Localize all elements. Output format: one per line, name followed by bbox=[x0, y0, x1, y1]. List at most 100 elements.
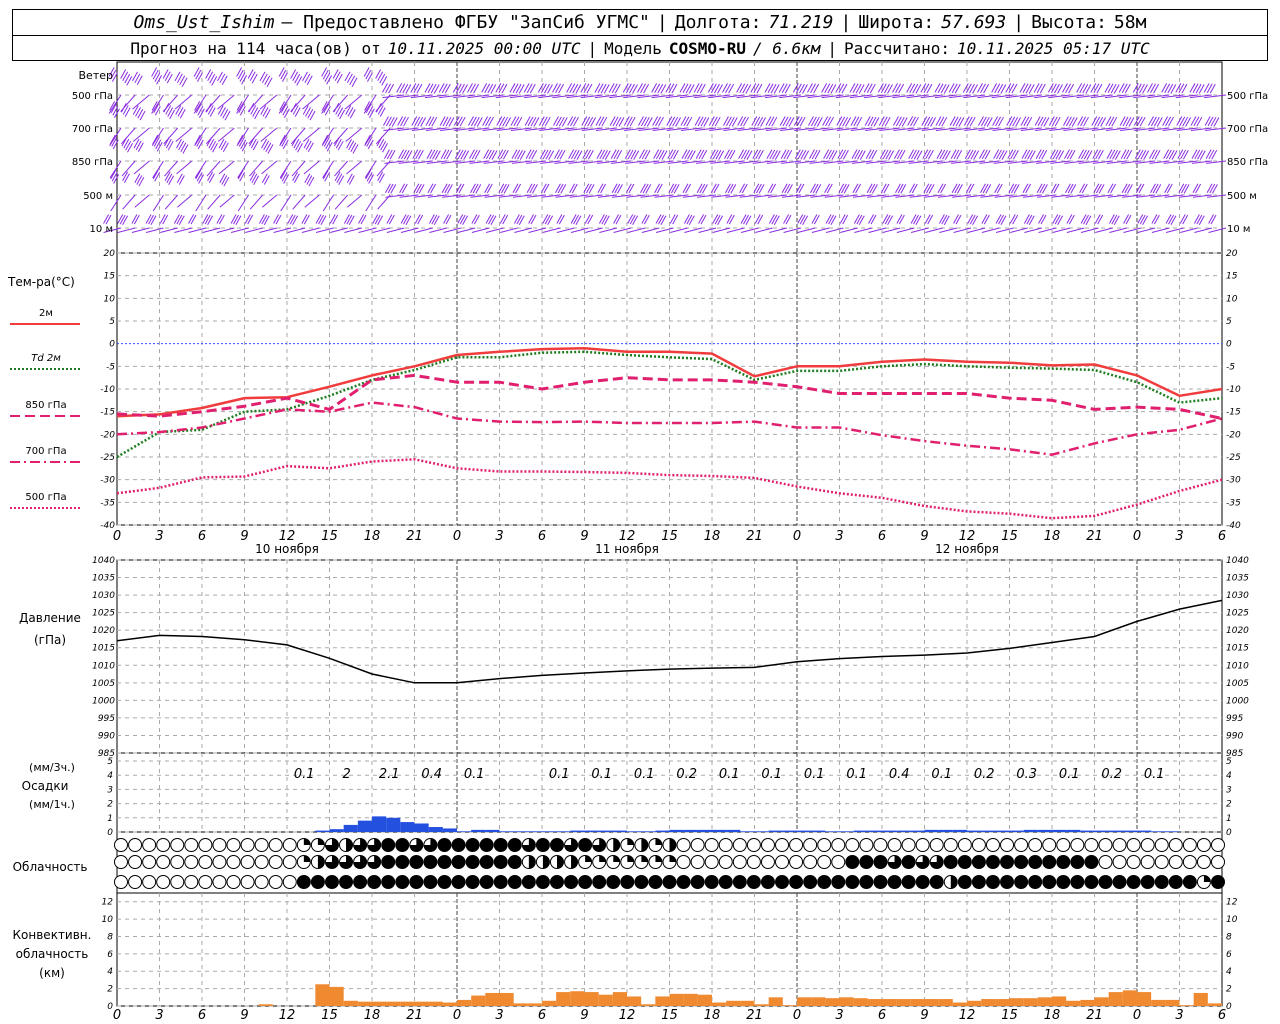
wind-barb-flag bbox=[717, 84, 723, 94]
wind-barb-flag bbox=[935, 116, 942, 126]
wind-barb bbox=[1148, 127, 1170, 132]
wind-barb-flag bbox=[280, 169, 287, 180]
wind-barb-flag bbox=[303, 214, 310, 225]
wind-barb bbox=[471, 227, 490, 233]
wind-barb-flag bbox=[306, 175, 313, 185]
wind-barb-flag bbox=[1024, 149, 1031, 160]
cloud-symbol-fill bbox=[1203, 875, 1211, 882]
wind-barb-flag bbox=[1008, 83, 1015, 93]
wind-barb-flag bbox=[842, 214, 849, 225]
wind-barb-flag bbox=[347, 107, 354, 117]
wind-barb bbox=[482, 127, 504, 132]
wind-barb-flag bbox=[724, 149, 730, 159]
cloud-symbol bbox=[1112, 838, 1127, 852]
wind-barb-flag bbox=[660, 84, 667, 94]
wind-barb-flag bbox=[412, 149, 419, 159]
wind-barb-flag bbox=[1022, 183, 1029, 193]
wind-barb bbox=[994, 194, 1014, 198]
wind-barb-flag bbox=[736, 83, 743, 93]
wind-barb bbox=[723, 127, 745, 132]
wind-barb-flag bbox=[198, 108, 205, 118]
cloud-symbol-fill bbox=[950, 875, 958, 889]
wind-barb-flag bbox=[454, 149, 461, 159]
cloud-symbol bbox=[1042, 838, 1057, 852]
precip-bar bbox=[754, 831, 769, 832]
cloud-symbol bbox=[1140, 875, 1155, 889]
time-tick-label-bottom: 18 bbox=[1044, 1008, 1061, 1023]
wind-barb bbox=[176, 160, 193, 175]
wind-barb-flag bbox=[575, 215, 582, 226]
wind-barb-flag bbox=[132, 105, 139, 115]
precip-bar bbox=[1009, 830, 1024, 832]
marks-layer bbox=[10, 323, 1225, 1006]
wind-barb bbox=[825, 227, 844, 233]
wind-barb-flag bbox=[783, 214, 789, 224]
wind-barb-flag bbox=[1094, 116, 1101, 127]
wind-barb-flag bbox=[164, 136, 170, 147]
wind-barb-flag bbox=[725, 183, 731, 193]
wind-barb bbox=[304, 194, 320, 208]
cloud-symbol-fill bbox=[627, 838, 634, 845]
time-tick-label-bottom: 15 bbox=[661, 1008, 678, 1023]
conv-bar bbox=[811, 997, 826, 1006]
wind-barb-flag bbox=[718, 150, 725, 160]
wind-barb bbox=[697, 194, 717, 198]
wind-barb-flag bbox=[1170, 215, 1177, 226]
wind-barb-flag bbox=[1123, 149, 1130, 160]
wind-barb-flag bbox=[195, 69, 202, 80]
temp-y-tick: 15 bbox=[104, 272, 116, 282]
cloud-symbol bbox=[1182, 875, 1197, 889]
cloud-symbol bbox=[549, 875, 564, 889]
wind-barb-flag bbox=[528, 214, 534, 224]
time-tick-label-bottom: 21 bbox=[746, 1008, 763, 1023]
wind-barb-flag bbox=[348, 175, 355, 185]
wind-barb-flag bbox=[968, 183, 975, 194]
wind-barb-flag bbox=[1112, 150, 1118, 160]
cloud-symbol bbox=[929, 838, 944, 852]
wind-barb-flag bbox=[222, 142, 229, 152]
wind-barb-flag bbox=[866, 83, 873, 93]
wind-barb bbox=[1122, 194, 1142, 198]
wind-barb bbox=[1119, 94, 1142, 99]
cloud-symbol bbox=[803, 855, 818, 869]
time-tick-label-bottom: 15 bbox=[321, 1008, 338, 1023]
wind-barb-flag bbox=[668, 183, 675, 193]
cloud-symbol bbox=[212, 838, 227, 852]
precip-bar bbox=[924, 829, 939, 832]
time-tick-label: 3 bbox=[495, 529, 503, 544]
cloud-symbol bbox=[957, 875, 972, 889]
wind-barb-flag bbox=[1166, 183, 1173, 194]
wind-barb-flag bbox=[283, 174, 290, 184]
wind-barb-flag bbox=[599, 149, 606, 160]
wind-barb-flag bbox=[568, 149, 575, 159]
wind-barb bbox=[1035, 127, 1057, 132]
wind-barb-flag bbox=[438, 83, 445, 93]
wind-barb-flag bbox=[1009, 214, 1016, 224]
cloud-symbol bbox=[339, 875, 354, 889]
wind-barb-flag bbox=[388, 83, 395, 94]
wind-barb-flag bbox=[1150, 183, 1156, 193]
wind-barb-flag bbox=[151, 67, 158, 77]
wind-barb-flag bbox=[683, 116, 690, 127]
wind-barb-flag bbox=[124, 73, 131, 84]
time-tick-label-bottom: 12 bbox=[619, 1008, 636, 1023]
wind-barb-flag bbox=[406, 150, 413, 160]
cloud-symbol bbox=[1168, 855, 1183, 869]
wind-level-label: 500 м bbox=[83, 191, 113, 202]
wind-barb-flag bbox=[855, 83, 862, 94]
wind-barb-flag bbox=[655, 214, 662, 224]
wind-barb-flag bbox=[111, 172, 118, 182]
wind-barb-flag bbox=[159, 214, 166, 224]
wind-barb-flag bbox=[307, 142, 314, 152]
wind-barb-flag bbox=[126, 76, 133, 86]
wind-barb bbox=[315, 227, 334, 233]
wind-barb-flag bbox=[1139, 83, 1145, 94]
wind-barb-flag bbox=[524, 116, 531, 126]
wind-barb-flag bbox=[542, 214, 549, 224]
wind-barb-flag bbox=[641, 149, 648, 160]
cloud-symbol bbox=[662, 875, 677, 889]
temp-y-tick: 20 bbox=[104, 249, 116, 259]
wind-barb-flag bbox=[452, 83, 459, 93]
wind-barb-flag bbox=[349, 109, 356, 119]
wind-barb bbox=[641, 227, 660, 233]
